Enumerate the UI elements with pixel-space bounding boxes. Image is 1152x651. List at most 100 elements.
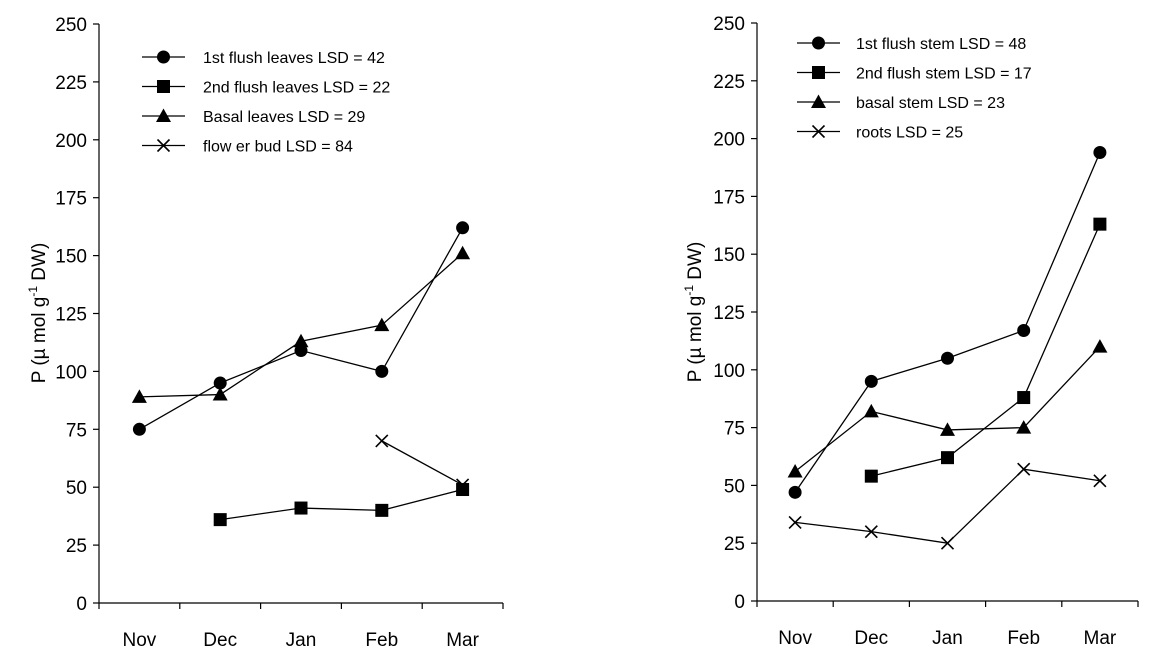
x-tick-label: Nov — [123, 630, 157, 651]
legend-marker — [157, 50, 170, 64]
data-point — [1016, 420, 1032, 434]
chart-right-stems-roots: 0 25 50 75 100 125 150 175 200 225 250 Nov Dec Jan Feb… — [682, 14, 1139, 649]
legend-entry: 2nd flush leaves LSD = 22 — [142, 80, 390, 97]
chart-left-leaves: 0 25 50 75 100 125 150 175 200 225 250 Nov Dec Jan Feb… — [26, 15, 504, 651]
y-tick-label: 75 — [66, 420, 87, 441]
data-point — [1017, 391, 1031, 405]
data-point — [940, 422, 955, 436]
y-tick-label: 75 — [724, 419, 745, 440]
data-point — [294, 344, 308, 358]
x-marker-stroke — [811, 124, 826, 139]
series-line — [139, 252, 464, 398]
series-x — [375, 434, 470, 492]
data-point — [1017, 462, 1031, 476]
data-point — [941, 451, 954, 465]
y-tick-label: 0 — [734, 592, 745, 613]
y-tick-label: 25 — [724, 534, 745, 555]
data-point — [1093, 145, 1107, 159]
series-square — [213, 483, 470, 527]
legend-label: 2nd flush leaves LSD = 22 — [203, 80, 390, 97]
series-triangle — [787, 339, 1108, 478]
legend-label: basal stem LSD = 23 — [856, 95, 1005, 112]
data-point — [941, 351, 954, 365]
data-point — [1093, 217, 1107, 231]
series-x — [788, 462, 1107, 550]
y-tick-label: 225 — [55, 73, 87, 94]
y-tick-label: 125 — [55, 305, 87, 326]
legend-marker — [811, 94, 826, 108]
data-point — [863, 403, 879, 418]
y-tick-label: 175 — [55, 189, 87, 210]
legend-marker — [811, 124, 826, 139]
data-point — [132, 422, 146, 436]
legend-entry: Basal leaves LSD = 29 — [142, 108, 365, 126]
y-tick-label: 50 — [724, 476, 745, 497]
y-tick-label: 150 — [713, 245, 745, 266]
x-marker-stroke — [456, 478, 470, 492]
legend-marker — [156, 138, 171, 153]
data-point — [1093, 474, 1107, 488]
data-point — [940, 536, 955, 550]
x-tick-label: Jan — [286, 630, 317, 651]
data-point — [375, 434, 389, 448]
y-tick-label: 125 — [713, 303, 745, 324]
data-point — [212, 387, 228, 401]
y-tick-label: 150 — [55, 247, 87, 268]
data-point — [456, 221, 470, 235]
legend-entry: 1st flush leaves LSD = 42 — [142, 50, 385, 67]
x-marker-stroke — [940, 536, 955, 550]
data-point — [788, 485, 802, 499]
series-line — [795, 468, 1100, 544]
y-axis-label: P (µ mol g-1 DW) — [26, 243, 50, 384]
legend-label: Basal leaves LSD = 29 — [203, 109, 365, 126]
y-tick-label: 250 — [55, 15, 87, 36]
data-point — [456, 483, 470, 497]
y-tick-label: 200 — [713, 130, 745, 151]
legend-label: 1st flush leaves LSD = 42 — [203, 50, 385, 67]
x-tick-label: Dec — [854, 628, 888, 649]
data-point — [1092, 339, 1108, 353]
y-tick-label: 250 — [713, 14, 745, 35]
data-point — [864, 469, 878, 483]
x-marker-stroke — [156, 138, 171, 153]
series-line — [139, 227, 464, 430]
x-marker-stroke — [375, 434, 389, 448]
series-line — [871, 223, 1101, 477]
x-marker-stroke — [788, 515, 802, 529]
data-point — [213, 513, 227, 527]
y-tick-label: 100 — [713, 361, 745, 382]
legend-marker — [812, 66, 825, 79]
data-point — [787, 464, 803, 478]
x-tick-label: Feb — [365, 630, 398, 651]
legend-label: flow er bud LSD = 84 — [203, 139, 353, 156]
series-square — [864, 217, 1107, 483]
y-tick-label: 100 — [55, 362, 87, 383]
data-point — [375, 364, 389, 378]
data-point — [788, 515, 802, 529]
x-marker-stroke — [1017, 462, 1031, 476]
data-point — [455, 245, 471, 260]
legend-entry: roots LSD = 25 — [797, 125, 963, 142]
y-tick-label: 0 — [76, 594, 87, 615]
y-axis-label: P (µ mol g-1 DW) — [682, 242, 706, 383]
data-point — [131, 389, 147, 403]
legend-label: 2nd flush stem LSD = 17 — [856, 66, 1032, 83]
legend-entry: 1st flush stem LSD = 48 — [797, 36, 1026, 53]
legend-entry: flow er bud LSD = 84 — [142, 139, 353, 156]
legend-label: roots LSD = 25 — [856, 125, 963, 142]
series-circle — [132, 221, 470, 436]
legend-entry: basal stem LSD = 23 — [797, 94, 1005, 112]
data-point — [294, 501, 308, 515]
data-point — [456, 478, 470, 492]
y-tick-label: 200 — [55, 131, 87, 152]
series-circle — [788, 145, 1107, 499]
series-triangle — [131, 245, 471, 403]
x-marker-stroke — [864, 525, 878, 539]
legend-marker — [812, 36, 825, 50]
legend-marker — [156, 108, 171, 122]
y-tick-label: 225 — [713, 72, 745, 93]
legend-entry: 2nd flush stem LSD = 17 — [797, 66, 1032, 83]
data-point — [374, 317, 390, 332]
data-point — [375, 503, 389, 517]
data-point — [293, 333, 309, 348]
